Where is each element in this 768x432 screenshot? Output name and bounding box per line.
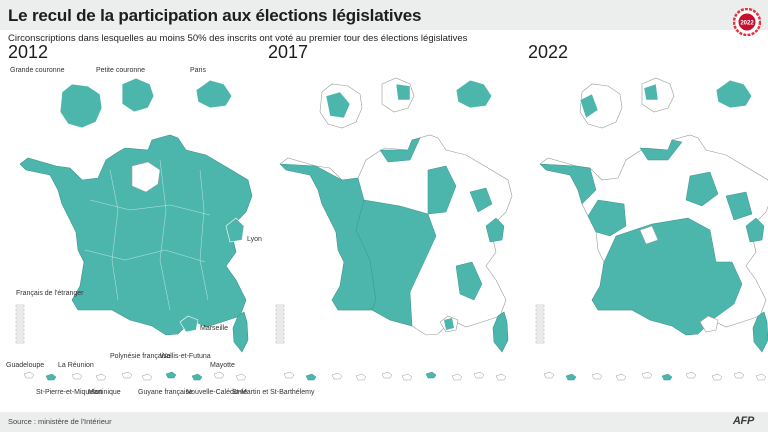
election-2022-badge-icon: 2022 xyxy=(733,8,761,36)
source-note: Source : ministère de l'Intérieur xyxy=(8,417,112,426)
svg-text:Grande couronne: Grande couronne xyxy=(10,67,65,74)
svg-text:St-Pierre-et-Miquelon: St-Pierre-et-Miquelon xyxy=(36,389,103,396)
subtitle: Circonscriptions dans lesquelles au moin… xyxy=(8,33,468,44)
francais-etranger-stack-2012 xyxy=(15,304,25,344)
overseas-2012 xyxy=(23,371,247,381)
map-2022 xyxy=(535,77,768,381)
svg-text:Wallis-et-Futuna: Wallis-et-Futuna xyxy=(160,353,211,360)
svg-text:Mayotte: Mayotte xyxy=(210,362,235,369)
svg-text:Français de l'étranger: Français de l'étranger xyxy=(16,290,84,297)
svg-text:Lyon: Lyon xyxy=(247,236,262,243)
svg-text:Polynésie française: Polynésie française xyxy=(110,353,171,360)
header-band xyxy=(0,0,768,30)
page-title: Le recul de la participation aux électio… xyxy=(8,6,422,25)
svg-text:Nouvelle-Calédonie: Nouvelle-Calédonie xyxy=(186,389,247,396)
svg-text:Guadeloupe: Guadeloupe xyxy=(6,362,44,369)
inset-grande-couronne-2012 xyxy=(59,83,103,129)
svg-text:Paris: Paris xyxy=(190,67,206,74)
svg-text:Martinique: Martinique xyxy=(88,389,121,396)
inset-petite-couronne-2012 xyxy=(121,77,155,113)
svg-text:Marseille: Marseille xyxy=(200,325,228,332)
afp-logo: AFP xyxy=(732,415,754,427)
svg-text:Petite couronne: Petite couronne xyxy=(96,67,145,74)
year-label-2012: 2012 xyxy=(8,42,49,62)
map-2012: Grande couronne Petite couronne Paris Ly… xyxy=(6,67,315,396)
svg-text:St-Martin et St-Barthélemy: St-Martin et St-Barthélemy xyxy=(232,389,315,396)
footer-band: Source : ministère de l'Intérieur AFP xyxy=(0,412,768,432)
year-label-2022: 2022 xyxy=(528,42,569,62)
year-label-2017: 2017 xyxy=(268,42,309,62)
svg-text:Guyane française: Guyane française xyxy=(138,389,193,396)
ile-de-france-white-2012 xyxy=(131,161,161,193)
map-2017 xyxy=(275,77,513,381)
corsica-2012 xyxy=(232,311,249,353)
inset-paris-2012 xyxy=(195,79,233,109)
badge-label: 2022 xyxy=(740,21,754,27)
svg-text:La Réunion: La Réunion xyxy=(58,362,94,369)
